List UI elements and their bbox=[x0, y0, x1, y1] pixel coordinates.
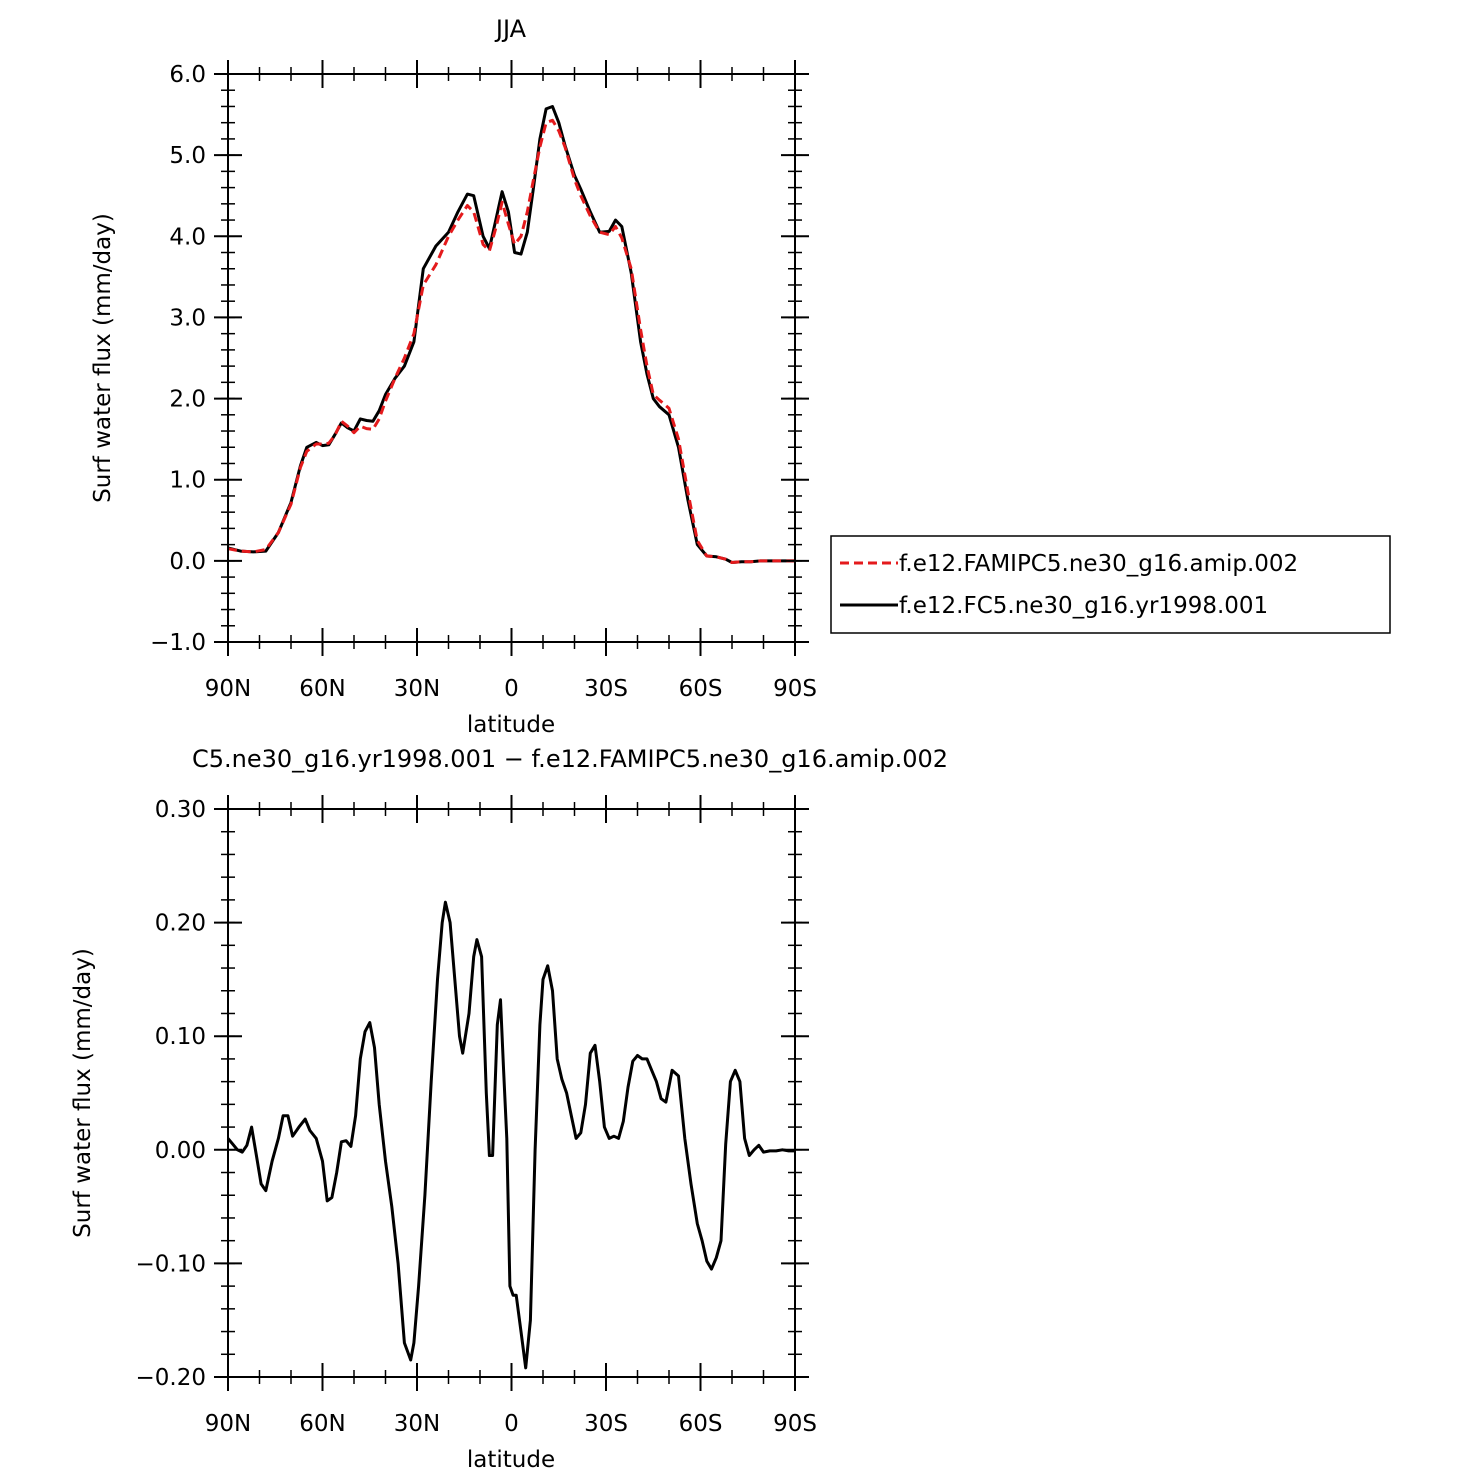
bottom-plot-frame bbox=[227, 808, 796, 1378]
top-axes: −1.0 0.0 1.0 2.0 3.0 4.0 5.0 6.0 90N 60N 30N 0 30S 60… bbox=[150, 60, 817, 702]
top-y-axis-label: Surf water flux (mm/day) bbox=[90, 213, 116, 503]
bottom-xtick-label: 30S bbox=[584, 1411, 628, 1437]
bottom-xtick-label: 60N bbox=[299, 1411, 345, 1437]
top-ytick-label: 1.0 bbox=[169, 468, 206, 494]
bottom-ytick-label: 0.20 bbox=[155, 911, 206, 937]
legend-box bbox=[830, 535, 1391, 634]
bottom-y-axis-label: Surf water flux (mm/day) bbox=[70, 948, 96, 1238]
bottom-xtick-label: 90N bbox=[205, 1411, 251, 1437]
bottom-xtick-label: 90S bbox=[773, 1411, 817, 1437]
bottom-xtick-label: 0 bbox=[504, 1411, 519, 1437]
bottom-ytick-label: −0.20 bbox=[136, 1365, 206, 1391]
top-panel: JJA −1.0 0.0 1.0 2.0 3.0 4.0 5.0 6.0 90N 60N 30N 0 3… bbox=[90, 15, 817, 738]
top-xtick-label: 60N bbox=[299, 676, 345, 702]
top-series-line-1 bbox=[227, 118, 795, 564]
top-ytick-label: 5.0 bbox=[169, 143, 206, 169]
bottom-xtick-label: 30N bbox=[394, 1411, 440, 1437]
top-ytick-label: 2.0 bbox=[169, 387, 206, 413]
bottom-ytick-label: −0.10 bbox=[136, 1251, 206, 1277]
legend-label-series-1: f.e12.FAMIPC5.ne30_g16.amip.002 bbox=[899, 551, 1298, 577]
legend-label-series-2: f.e12.FC5.ne30_g16.yr1998.001 bbox=[899, 593, 1268, 619]
top-xtick-label: 30N bbox=[394, 676, 440, 702]
bottom-axes: −0.20 −0.10 0.00 0.10 0.20 0.30 90N 60N 30N 0 30S 6… bbox=[136, 795, 817, 1437]
top-ytick-label: 0.0 bbox=[169, 549, 206, 575]
bottom-panel: C5.ne30_g16.yr1998.001 − f.e12.FAMIPC5.n… bbox=[70, 745, 948, 1473]
top-series-group bbox=[227, 105, 795, 564]
bottom-chart-title: C5.ne30_g16.yr1998.001 − f.e12.FAMIPC5.n… bbox=[192, 745, 948, 773]
top-chart-title: JJA bbox=[494, 15, 527, 43]
bottom-ytick-label: 0.30 bbox=[155, 797, 206, 823]
top-plot-frame bbox=[227, 73, 796, 643]
legend: f.e12.FAMIPC5.ne30_g16.amip.002 f.e12.FC… bbox=[830, 535, 1391, 634]
bottom-ytick-label: 0.00 bbox=[155, 1138, 206, 1164]
top-ytick-label: 3.0 bbox=[169, 305, 206, 331]
top-xtick-label: 90N bbox=[205, 676, 251, 702]
top-ytick-label: −1.0 bbox=[150, 630, 206, 656]
top-ytick-label: 4.0 bbox=[169, 224, 206, 250]
bottom-series-line-1 bbox=[226, 900, 795, 1370]
bottom-x-axis-label: latitude bbox=[467, 1447, 555, 1473]
top-xtick-label: 60S bbox=[679, 676, 723, 702]
bottom-ytick-label: 0.10 bbox=[155, 1024, 206, 1050]
top-x-axis-label: latitude bbox=[467, 712, 555, 738]
bottom-series-group bbox=[226, 900, 795, 1370]
top-xtick-label: 30S bbox=[584, 676, 628, 702]
top-xtick-label: 90S bbox=[773, 676, 817, 702]
top-ytick-label: 6.0 bbox=[169, 62, 206, 88]
bottom-xtick-label: 60S bbox=[679, 1411, 723, 1437]
top-xtick-label: 0 bbox=[504, 676, 519, 702]
